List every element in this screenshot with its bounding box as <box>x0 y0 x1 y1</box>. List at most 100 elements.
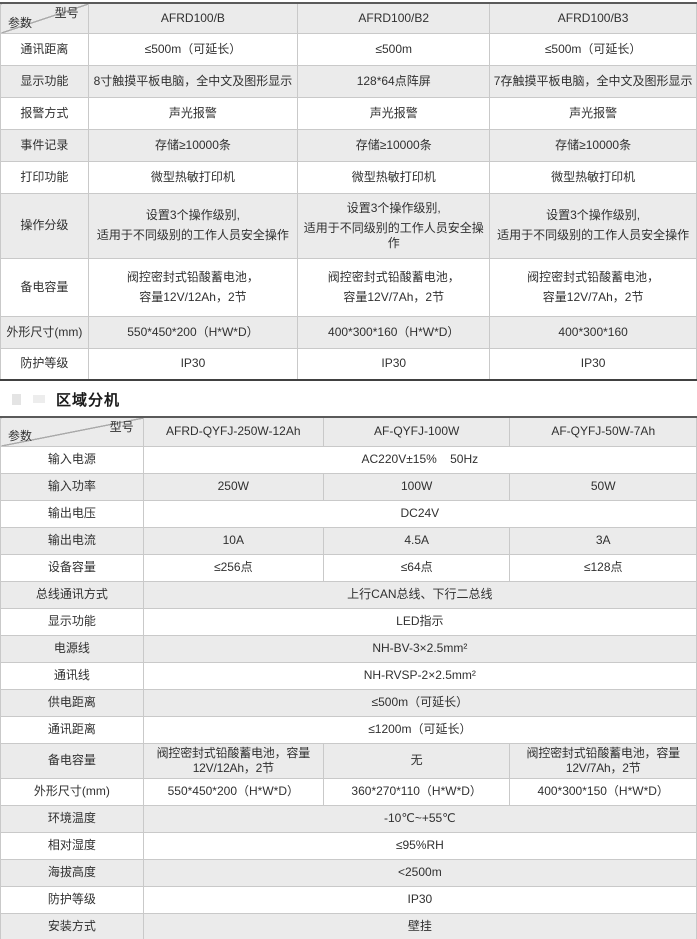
spec-row: 安装方式 壁挂 <box>0 912 697 939</box>
spec-value: 10A <box>142 526 324 555</box>
param-label: 相对湿度 <box>0 831 144 860</box>
spec-value: ≤500m（可延长） <box>87 32 299 66</box>
spec-value: ≤1200m（可延长） <box>142 715 697 744</box>
spec-row: 显示功能 LED指示 <box>0 607 697 636</box>
spec-value: 阀控密封式铅酸蓄电池， 容量12V/7Ah，2节 <box>489 257 697 317</box>
spec-value: 128*64点阵屏 <box>297 64 491 98</box>
corner-param-label: 参数 <box>8 428 33 443</box>
spec-row: 操作分级 设置3个操作级别, 适用于不同级别的工作人员安全操作 设置3个操作级别, 适用… <box>0 192 697 259</box>
spec-value: ≤500m（可延长） <box>489 32 697 66</box>
spec-value: NH-BV-3×2.5mm² <box>142 634 697 663</box>
corner-model-label: 型号 <box>54 6 79 20</box>
param-label: 显示功能 <box>0 607 144 636</box>
spec-value: ≤500m（可延长） <box>142 688 697 717</box>
spec-row: 电源线 NH-BV-3×2.5mm² <box>0 634 697 663</box>
spec-value: <2500m <box>142 858 697 887</box>
spec-row: 通讯距离 ≤500m（可延长） ≤500m ≤500m（可延长） <box>0 32 697 66</box>
param-label: 环境温度 <box>0 804 144 833</box>
spec-value-line: 阀控密封式铅酸蓄电池， <box>527 269 660 284</box>
model-header: AFRD100/B2 <box>297 2 491 34</box>
spec-row: 报警方式 声光报警 声光报警 声光报警 <box>0 96 697 130</box>
param-label: 外形尺寸(mm) <box>0 777 144 806</box>
section-bullet2-icon <box>33 395 45 403</box>
spec-value: ≤95%RH <box>142 831 697 860</box>
param-label: 防护等级 <box>0 885 144 914</box>
spec-value: 存储≥10000条 <box>489 128 697 162</box>
spec-value: ≤256点 <box>142 553 324 582</box>
spec-row: 环境温度 -10℃~+55℃ <box>0 804 697 833</box>
spec-value-line: 容量12V/7Ah，2节 <box>542 289 644 304</box>
spec-row: 外形尺寸(mm) 550*450*200（H*W*D） 400*300*160（H*… <box>0 315 697 349</box>
spec-row: 输入电源 AC220V±15% 50Hz <box>0 445 697 474</box>
spec-row: 事件记录 存储≥10000条 存储≥10000条 存储≥10000条 <box>0 128 697 162</box>
spec-value: 360*270*110（H*W*D） <box>322 777 511 806</box>
spec-row: 备电容量 阀控密封式铅酸蓄电池， 容量12V/12Ah，2节 阀控密封式铅酸蓄电池，容… <box>0 257 697 317</box>
spec-row: 备电容量 阀控密封式铅酸蓄电池，容量12V/12Ah，2节无阀控密封式铅酸蓄电池，… <box>0 742 697 779</box>
param-label: 备电容量 <box>0 742 144 779</box>
param-label: 通讯距离 <box>0 715 144 744</box>
spec-value: 微型热敏打印机 <box>297 160 491 194</box>
model-header: AF-QYFJ-50W-7Ah <box>509 416 697 447</box>
spec-value: 50W <box>509 472 697 501</box>
spec-value-line: 阀控密封式铅酸蓄电池， <box>126 269 259 284</box>
param-label: 电源线 <box>0 634 144 663</box>
spec-value: 壁挂 <box>142 912 697 939</box>
spec-value-line: 设置3个操作级别, <box>145 208 240 222</box>
spec-value: -10℃~+55℃ <box>142 804 697 833</box>
spec-value: 声光报警 <box>489 96 697 130</box>
spec-value: ≤64点 <box>322 553 511 582</box>
spec-value: ≤128点 <box>509 553 697 582</box>
spec-row: 显示功能 8寸触摸平板电脑，全中文及图形显示 128*64点阵屏 7存触摸平板电脑，全… <box>0 64 697 98</box>
spec-row: 输出电流 10A 4.5A 3A <box>0 526 697 555</box>
spec-row: 总线通讯方式 上行CAN总线、下行二总线 <box>0 580 697 609</box>
spec-value-line: 设置3个操作级别, <box>546 208 641 222</box>
spec-value: 声光报警 <box>297 96 491 130</box>
spec-row: 输出电压 DC24V <box>0 499 697 528</box>
spec-value: 设置3个操作级别, 适用于不同级别的工作人员安全操作 <box>489 192 697 259</box>
model-header: AFRD100/B3 <box>489 2 697 34</box>
spec-value: 阀控密封式铅酸蓄电池， 容量12V/12Ah，2节 <box>87 257 299 317</box>
spec-value: 550*450*200（H*W*D） <box>87 315 299 349</box>
param-label: 通讯线 <box>0 661 144 690</box>
param-label: 输出电流 <box>0 526 144 555</box>
spec-value: LED指示 <box>142 607 697 636</box>
param-label: 显示功能 <box>0 64 89 98</box>
spec-value: 400*300*160 <box>489 315 697 349</box>
section-title: 区域分机 <box>56 391 121 409</box>
param-label: 通讯距离 <box>0 32 89 66</box>
spec-row: 外形尺寸(mm) 550*450*200（H*W*D） 360*270*110（H*… <box>0 777 697 806</box>
spec-row: 通讯距离 ≤1200m（可延长） <box>0 715 697 744</box>
param-label: 输入功率 <box>0 472 144 501</box>
spec-value: 550*450*200（H*W*D） <box>142 777 324 806</box>
model-header: AFRD-QYFJ-250W-12Ah <box>142 416 324 447</box>
spec-value: 微型热敏打印机 <box>489 160 697 194</box>
param-label: 打印功能 <box>0 160 89 194</box>
param-label: 报警方式 <box>0 96 89 130</box>
model-header: AF-QYFJ-100W <box>322 416 511 447</box>
spec-value-line: 阀控密封式铅酸蓄电池， <box>327 269 460 284</box>
spec-row: 供电距离 ≤500m（可延长） <box>0 688 697 717</box>
spec-value: 阀控密封式铅酸蓄电池，容量12V/12Ah，2节 <box>142 742 324 779</box>
spec-value-line: 适用于不同级别的工作人员安全操作 <box>96 228 289 242</box>
spec-value: AC220V±15% 50Hz <box>142 445 697 474</box>
spec-value-line: 适用于不同级别的工作人员安全操作 <box>303 220 484 250</box>
spec-value: 无 <box>322 742 511 779</box>
param-label: 输出电压 <box>0 499 144 528</box>
param-label: 外形尺寸(mm) <box>0 315 89 349</box>
spec-value: 上行CAN总线、下行二总线 <box>142 580 697 609</box>
section-bullet-icon <box>12 393 21 405</box>
spec-value: 100W <box>322 472 511 501</box>
spec-value: ≤500m <box>297 32 491 66</box>
spec-row: 设备容量 ≤256点 ≤64点 ≤128点 <box>0 553 697 582</box>
spec-value: 声光报警 <box>87 96 299 130</box>
spec-row: 通讯线 NH-RVSP-2×2.5mm² <box>0 661 697 690</box>
corner-param-label: 参数 <box>8 15 33 30</box>
section-heading: 区域分机 <box>0 384 697 414</box>
spec-value: 4.5A <box>322 526 511 555</box>
spec-value: 阀控密封式铅酸蓄电池， 容量12V/7Ah，2节 <box>297 257 491 317</box>
param-label: 防护等级 <box>0 347 89 381</box>
spec-row: 防护等级 IP30 <box>0 885 697 914</box>
spec-value-line: 容量12V/12Ah，2节 <box>139 289 247 304</box>
corner-header-cell: 型号参数 <box>0 2 89 34</box>
